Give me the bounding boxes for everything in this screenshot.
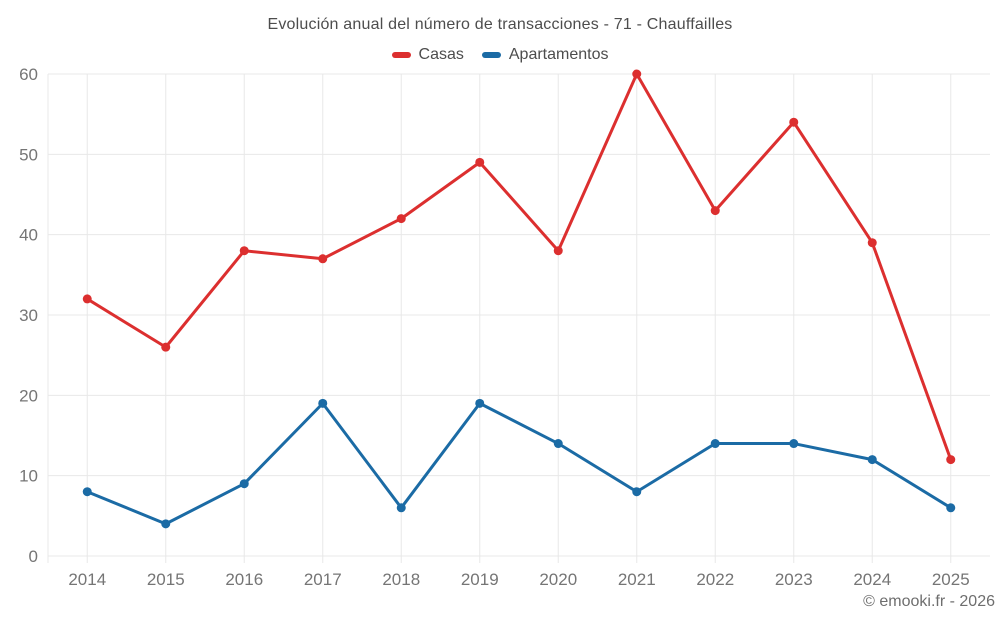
data-point-casas-2016[interactable] — [239, 246, 249, 256]
attribution: © emooki.fr - 2026 — [863, 593, 995, 610]
data-point-apartamentos-2022[interactable] — [710, 439, 720, 449]
data-point-casas-2020[interactable] — [553, 246, 563, 256]
x-axis-tick-label: 2019 — [461, 570, 499, 589]
data-point-apartamentos-2023[interactable] — [789, 439, 799, 449]
data-point-apartamentos-2020[interactable] — [553, 439, 563, 449]
x-axis-tick-label: 2021 — [618, 570, 656, 589]
data-point-apartamentos-2015[interactable] — [161, 519, 171, 529]
legend-item-casas[interactable]: Casas — [391, 46, 464, 64]
data-point-apartamentos-2014[interactable] — [82, 487, 92, 497]
data-point-apartamentos-2024[interactable] — [867, 455, 877, 465]
y-axis-tick-label: 40 — [19, 226, 38, 245]
legend-swatch-apartamentos-icon — [481, 52, 501, 58]
series-line-casas — [85, 72, 953, 462]
x-axis-tick-label: 2015 — [147, 570, 185, 589]
data-point-casas-2022[interactable] — [710, 206, 720, 216]
legend-label-apartamentos: Apartamentos — [508, 46, 609, 63]
data-point-apartamentos-2018[interactable] — [396, 503, 406, 513]
x-axis-tick-label: 2016 — [225, 570, 263, 589]
chart-legend: Casas Apartamentos — [0, 46, 1000, 64]
legend-item-apartamentos[interactable]: Apartamentos — [481, 46, 609, 64]
x-axis-tick-label: 2018 — [382, 570, 420, 589]
y-axis-tick-label: 50 — [19, 145, 38, 164]
x-axis-tick-label: 2017 — [304, 570, 342, 589]
y-axis-tick-label: 20 — [19, 386, 38, 405]
legend-swatch-casas-icon — [391, 52, 411, 58]
data-point-casas-2019[interactable] — [475, 157, 485, 167]
series-line-apartamentos — [85, 401, 953, 526]
y-axis-tick-label: 60 — [19, 65, 38, 84]
data-point-apartamentos-2016[interactable] — [239, 479, 249, 489]
data-point-casas-2017[interactable] — [318, 254, 328, 264]
x-axis-tick-label: 2020 — [539, 570, 577, 589]
data-point-apartamentos-2019[interactable] — [475, 398, 485, 408]
data-point-apartamentos-2025[interactable] — [946, 503, 956, 513]
data-point-casas-2024[interactable] — [867, 238, 877, 248]
x-axis-tick-label: 2022 — [696, 570, 734, 589]
data-point-apartamentos-2017[interactable] — [318, 398, 328, 408]
x-axis-tick-label: 2014 — [68, 570, 106, 589]
y-axis-tick-label: 30 — [19, 306, 38, 325]
data-point-apartamentos-2021[interactable] — [632, 487, 642, 497]
x-axis-tick-label: 2023 — [775, 570, 813, 589]
data-point-casas-2018[interactable] — [396, 214, 406, 224]
data-point-casas-2014[interactable] — [82, 294, 92, 304]
legend-label-casas: Casas — [418, 46, 464, 63]
data-point-casas-2023[interactable] — [789, 117, 799, 127]
data-point-casas-2025[interactable] — [946, 455, 956, 465]
x-axis-tick-label: 2024 — [853, 570, 891, 589]
data-point-casas-2015[interactable] — [161, 342, 171, 352]
y-axis-tick-label: 0 — [29, 547, 38, 566]
y-axis-tick-label: 10 — [19, 467, 38, 486]
chart-title: Evolución anual del número de transaccio… — [267, 16, 733, 33]
x-axis-tick-label: 2025 — [932, 570, 970, 589]
data-point-casas-2021[interactable] — [632, 69, 642, 79]
